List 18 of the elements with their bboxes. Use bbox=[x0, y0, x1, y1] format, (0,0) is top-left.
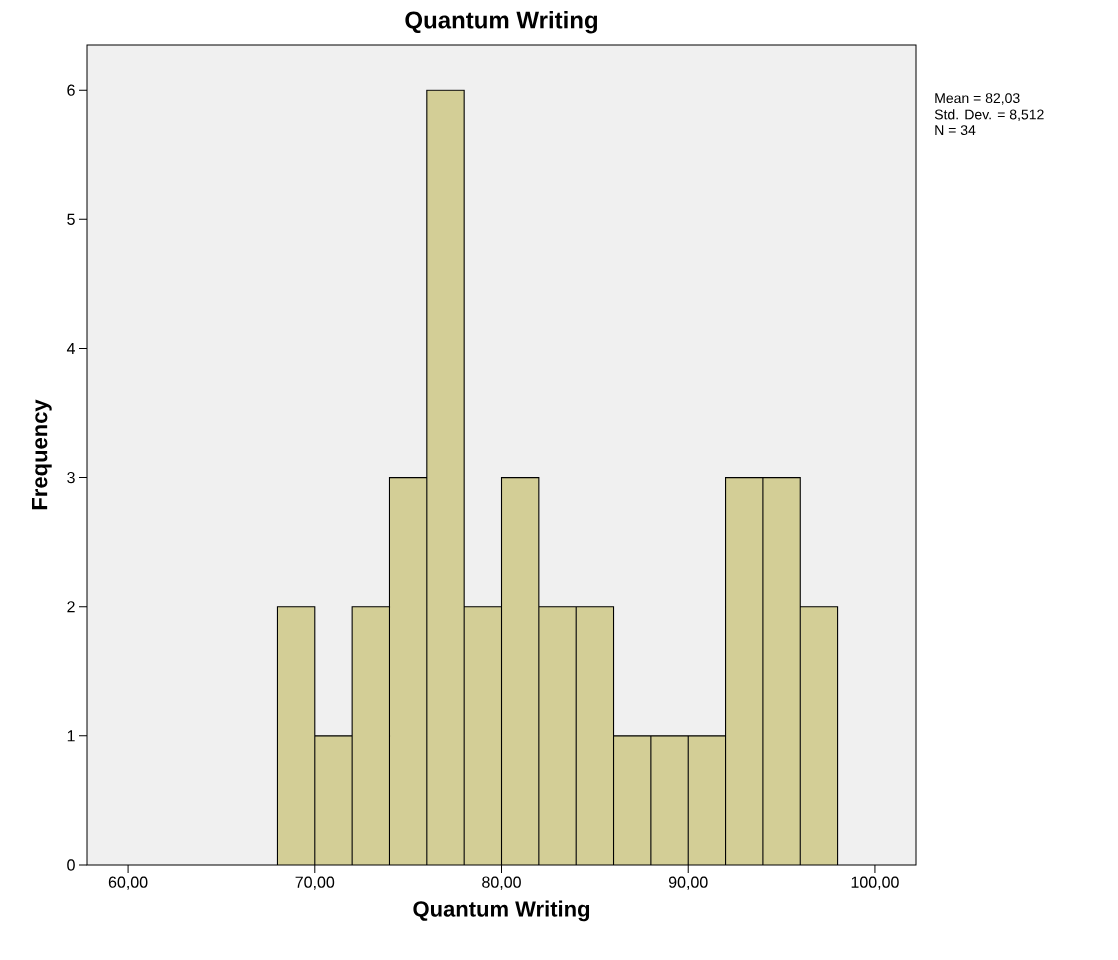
text: Std. Dev. = 8,512 bbox=[934, 109, 1044, 122]
x-tick-label: 100,00 bbox=[851, 876, 899, 890]
y-tick-label: 4 bbox=[66, 342, 75, 354]
y-axis-title: Frequency bbox=[32, 399, 52, 510]
x-tick-label: 70,00 bbox=[295, 876, 335, 890]
x-tick-label: 90,00 bbox=[668, 876, 708, 890]
x-axis-title: Quantum Writing bbox=[413, 900, 590, 922]
y-tick-label: 6 bbox=[67, 84, 75, 96]
y-tick-label: 0 bbox=[67, 859, 75, 871]
text: Mean = 82,03 bbox=[935, 93, 1020, 105]
y-tick-label: 1 bbox=[67, 730, 75, 742]
x-tick-label: 60,00 bbox=[108, 876, 148, 890]
y-tick-label: 5 bbox=[67, 213, 75, 225]
text: N = 34 bbox=[935, 125, 976, 136]
y-tick-label: 3 bbox=[67, 471, 75, 484]
chart-title: Quantum Writing bbox=[405, 10, 598, 34]
y-tick-label: 2 bbox=[67, 601, 75, 613]
x-tick-label: 80,00 bbox=[482, 876, 521, 890]
